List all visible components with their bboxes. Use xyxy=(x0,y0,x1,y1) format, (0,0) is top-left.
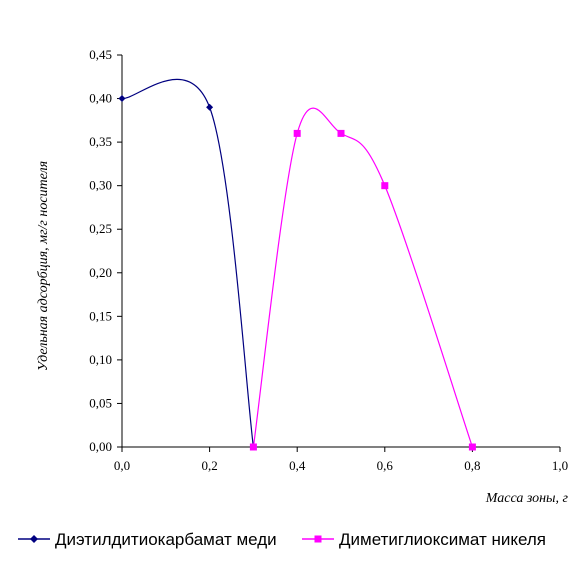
axes xyxy=(117,54,561,452)
x-tick-label: 0,8 xyxy=(464,458,480,473)
data-point-diamond xyxy=(118,95,126,103)
x-tick-label: 0,4 xyxy=(289,458,306,473)
y-tick-label: 0,40 xyxy=(89,91,112,106)
y-axis-title: Удельная адсорбция, мг/г носителя xyxy=(36,161,51,371)
data-point-square xyxy=(381,182,389,190)
legend-item-series-0: Диэтилдитиокарбамат меди xyxy=(18,530,277,549)
data-point-square xyxy=(249,443,257,451)
legend: Диэтилдитиокарбамат меди Диметиглиоксима… xyxy=(18,530,546,549)
series-line-1 xyxy=(252,107,473,448)
legend-label-1: Диметиглиоксимат никеля xyxy=(339,530,546,549)
x-tick-label: 0,2 xyxy=(201,458,217,473)
x-tick-label: 1,0 xyxy=(552,458,568,473)
series-line-0 xyxy=(121,78,254,448)
y-tick-label: 0,05 xyxy=(89,395,112,410)
data-point-square xyxy=(468,443,476,451)
x-tick-label: 0,0 xyxy=(114,458,130,473)
data-point-diamond xyxy=(206,103,214,111)
legend-label-0: Диэтилдитиокарбамат меди xyxy=(55,530,277,549)
y-tick-label: 0,45 xyxy=(89,47,112,62)
y-tick-label: 0,20 xyxy=(89,265,112,280)
legend-marker-square xyxy=(314,535,322,543)
series-layer xyxy=(118,78,476,451)
y-tick-label: 0,30 xyxy=(89,178,112,193)
y-tick-label: 0,00 xyxy=(89,439,112,454)
data-point-square xyxy=(293,129,301,137)
legend-item-series-1: Диметиглиоксимат никеля xyxy=(302,530,546,549)
y-tick-label: 0,35 xyxy=(89,134,112,149)
x-tick-label: 0,6 xyxy=(377,458,394,473)
tick-labels: 0,00 0,05 0,10 0,15 0,20 0,25 0,30 0,35 0,40 0,45… xyxy=(89,47,568,473)
y-tick-label: 0,10 xyxy=(89,352,112,367)
y-tick-label: 0,25 xyxy=(89,221,112,236)
x-axis-title: Масса зоны, г xyxy=(485,491,569,506)
data-point-square xyxy=(337,129,345,137)
legend-marker-diamond xyxy=(30,535,38,543)
y-tick-label: 0,15 xyxy=(89,308,112,323)
